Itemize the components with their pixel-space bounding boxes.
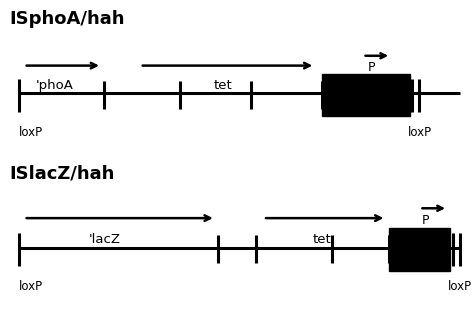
Text: 'phoA: 'phoA: [36, 79, 73, 92]
Text: ISphoA/hah: ISphoA/hah: [9, 10, 125, 28]
Text: loxP: loxP: [448, 280, 472, 294]
Text: loxP: loxP: [408, 126, 431, 139]
Text: loxP: loxP: [19, 126, 43, 139]
Text: tet: tet: [213, 79, 232, 92]
Text: 'lacZ: 'lacZ: [88, 233, 120, 246]
Text: tet: tet: [313, 233, 332, 246]
Text: P: P: [367, 61, 375, 74]
Bar: [389, 228, 450, 271]
Text: P: P: [422, 214, 429, 227]
Text: loxP: loxP: [19, 280, 43, 294]
Text: ISlacZ/hah: ISlacZ/hah: [9, 164, 115, 182]
Bar: [322, 74, 410, 116]
